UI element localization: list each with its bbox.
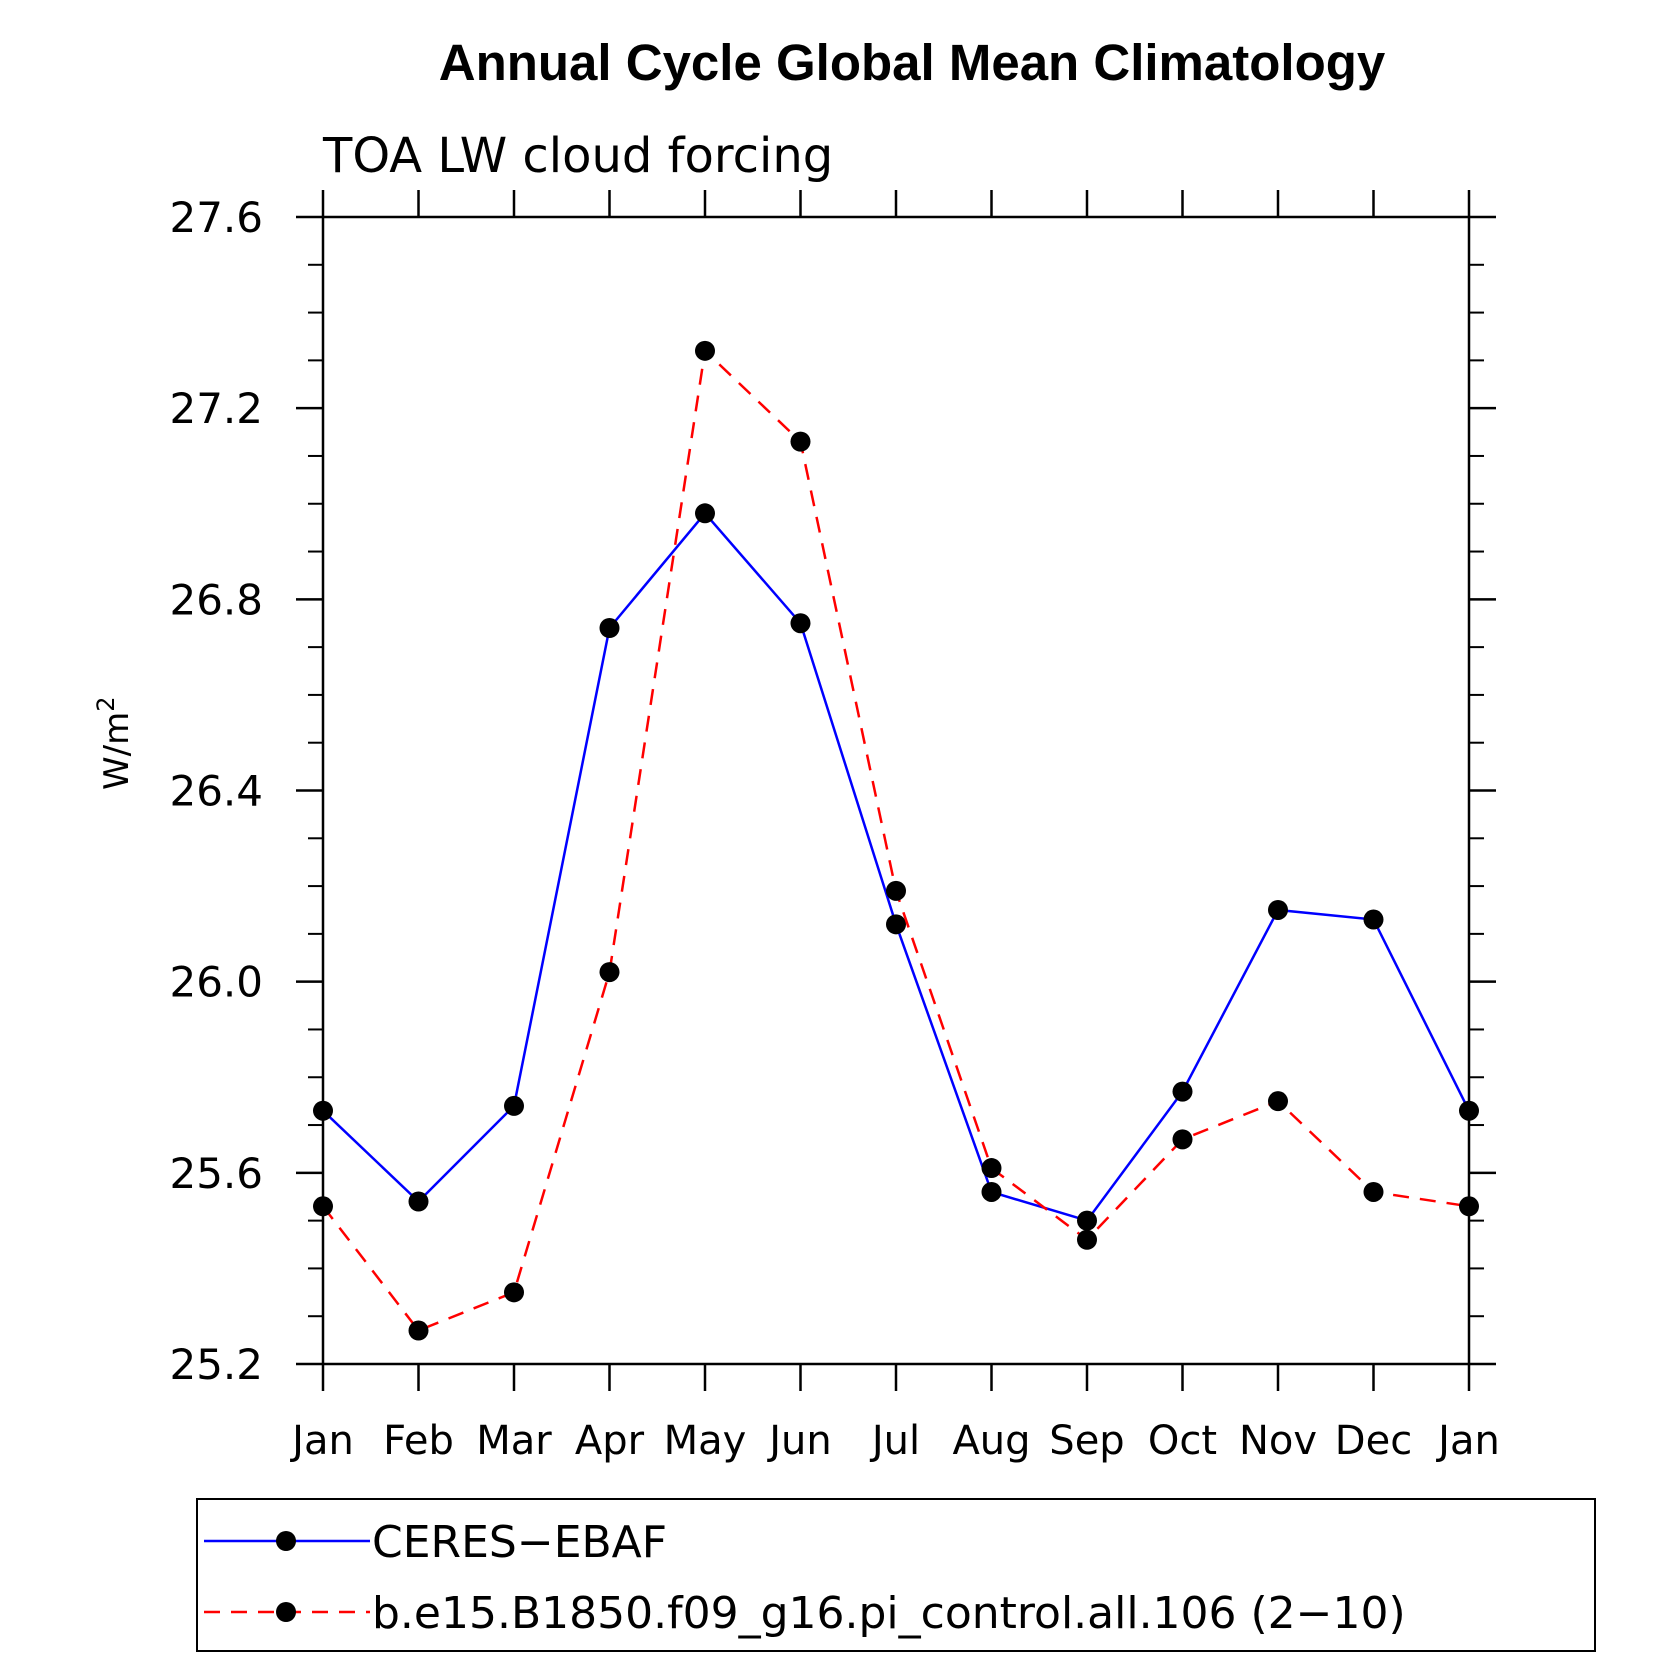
y-tick-label: 25.6 [169,1149,263,1198]
legend-label-model: b.e15.B1850.f09_g16.pi_control.all.106 (… [372,1588,1406,1639]
x-tick-label: Oct [1148,1418,1217,1464]
data-point [599,618,620,639]
data-point [504,1095,524,1116]
data-point [695,340,715,361]
x-tick-label: Nov [1239,1418,1317,1464]
y-tick-label: 26.4 [169,767,263,816]
chart-subtitle: TOA LW cloud forcing [322,128,833,184]
x-tick-label: Sep [1049,1418,1124,1464]
data-point [1363,909,1384,930]
data-point [1363,1181,1384,1202]
series-line [322,348,1470,1333]
x-tick-label: Jan [1435,1418,1500,1464]
y-tick-label: 27.6 [169,193,263,242]
chart-title: Annual Cycle Global Mean Climatology [439,34,1386,91]
y-axis-label-exponent: 2 [92,697,120,712]
data-point [1172,1081,1193,1102]
data-point [886,914,906,935]
y-axis-label-unit: W/m [97,712,137,790]
data-point [408,1320,429,1341]
data-point [1268,899,1288,920]
y-tick-label: 27.2 [169,384,263,433]
data-point [695,503,715,524]
x-tick-label: Mar [476,1418,552,1464]
x-tick-label: May [664,1418,747,1464]
data-point [313,1100,333,1121]
x-tick-label: Apr [575,1418,645,1464]
legend-marker-model [276,1602,296,1622]
x-tick-label: Dec [1335,1418,1412,1464]
y-tick-label: 26.8 [169,575,263,624]
series-group [313,340,1479,1341]
legend-frame [196,1498,1596,1652]
x-tick-label: Jan [289,1418,354,1464]
y-tick-label: 25.2 [169,1340,263,1389]
data-point [981,1158,1002,1179]
x-tick-label: Jul [869,1418,920,1464]
x-tick-label: Jun [766,1418,832,1464]
y-axis-label: W/m2 [92,697,137,790]
data-point [313,1196,333,1217]
data-point [599,962,620,983]
data-point [1459,1100,1479,1121]
legend-marker-ceres [276,1531,296,1551]
x-tick-label: Feb [383,1418,454,1464]
legend-label-ceres: CERES−EBAF [372,1517,667,1568]
axes: 25.2 25.6 26.0 26.4 26.8 27.2 27.6 Jan Feb Mar Apr… [169,190,1500,1464]
data-point [981,1181,1002,1202]
data-point [1459,1196,1479,1217]
data-point [504,1282,524,1303]
series-ceres [313,503,1479,1231]
data-point [790,613,811,634]
data-point [1077,1210,1097,1231]
data-point [408,1191,429,1212]
series-model [313,340,1479,1341]
x-tick-label: Aug [952,1418,1030,1464]
series-line [322,511,1471,1223]
data-point [1077,1229,1097,1250]
data-point [1172,1129,1193,1150]
y-tick-label: 26.0 [169,958,263,1007]
data-point [1268,1091,1288,1112]
legend: CERES−EBAF b.e15.B1850.f09_g16.pi_contro… [196,1498,1596,1652]
data-point [886,880,906,901]
plot-frame [321,215,1471,1366]
data-point [790,431,811,452]
